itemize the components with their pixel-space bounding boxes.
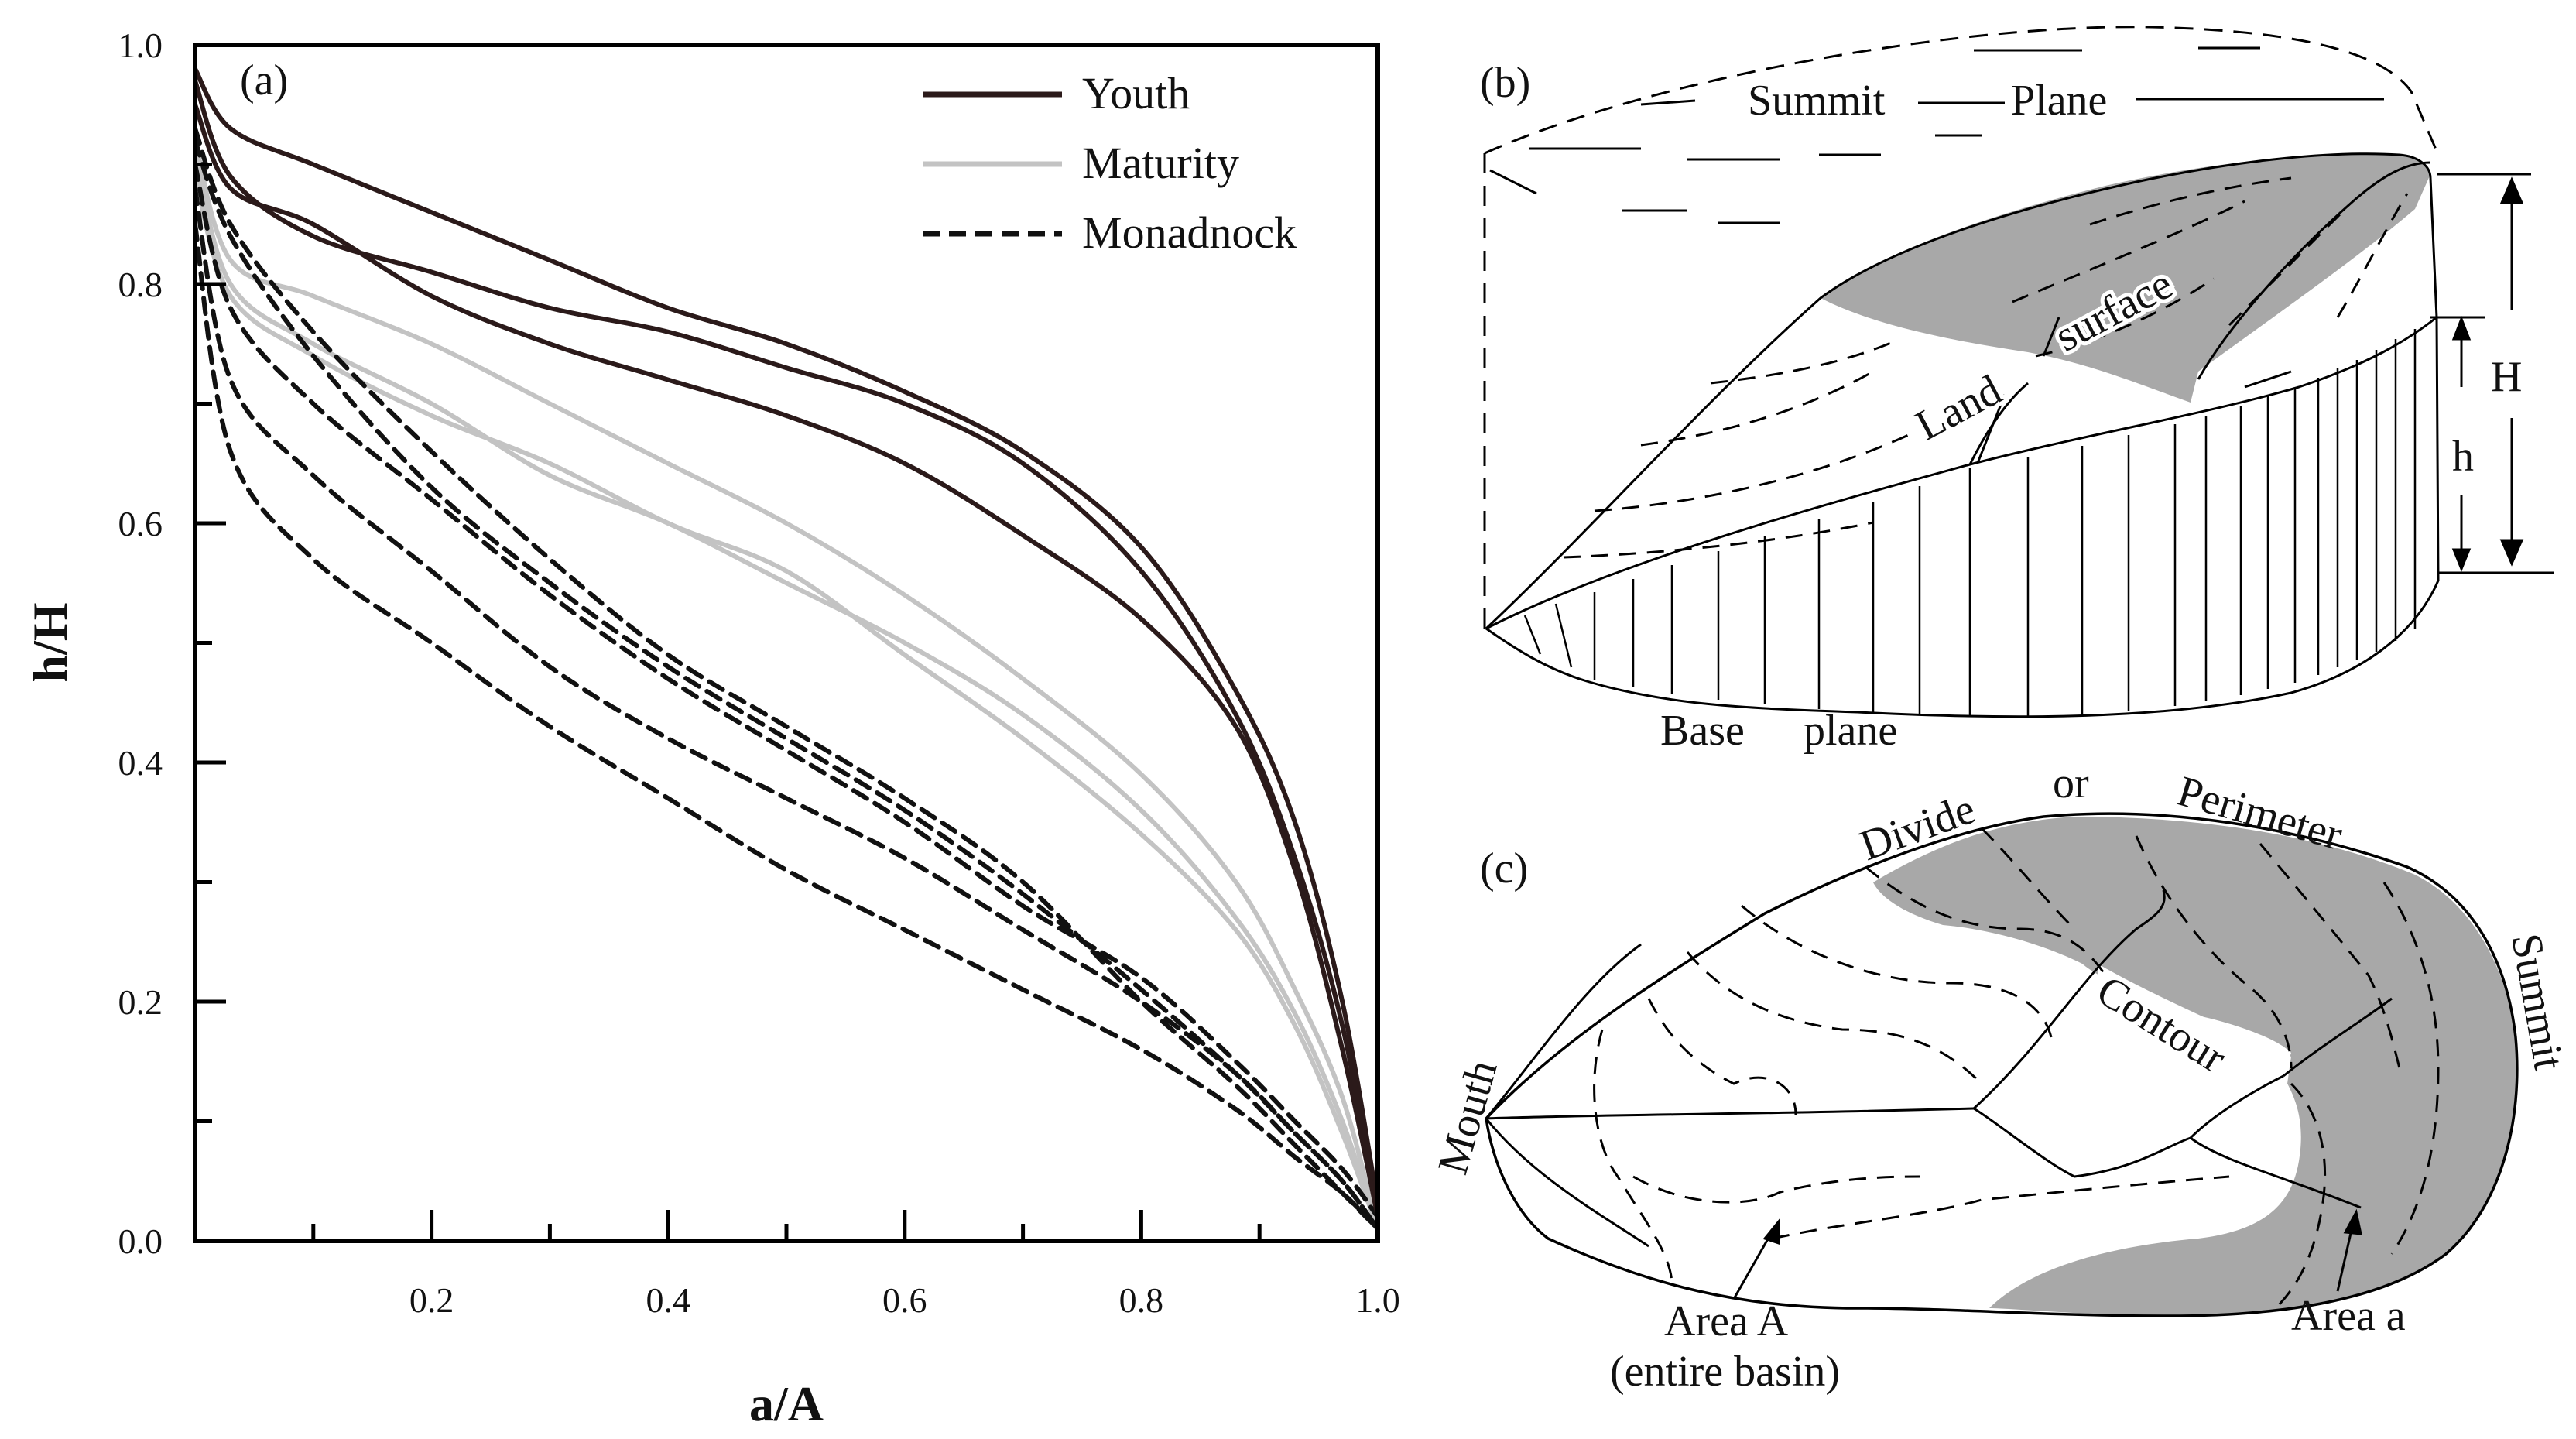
series-line-monadnock-8 [193,162,1380,1220]
base-label: Base [1660,707,1745,755]
front-face-hatching [1523,329,2417,717]
panel-b-label: (b) [1480,59,1530,107]
panel-c-label: (c) [1480,845,1528,893]
series-line-monadnock-7 [193,138,1380,1232]
area-a-label: Area a [2291,1292,2406,1340]
chart-ticks: 0.2 0.4 0.6 0.8 1.0 0.0 0.2 0.4 0.6 0.8 1.0 [118,26,1400,1320]
ridge-line-2 [2197,161,2431,380]
x-axis-label: a/A [749,1376,824,1431]
series-line-youth-0 [193,66,1380,1208]
summit-plane-outline [1484,26,2440,156]
land-surface-shaded [1821,154,2430,403]
land-surface-outline [1485,152,2432,630]
land-leader-1 [1976,394,2006,464]
series-line-monadnock-9 [193,186,1380,1232]
series-line-maturity-5 [193,174,1380,1232]
area-a-arrowhead [2343,1208,2362,1235]
land-leader-2 [2042,317,2060,357]
H-arrowhead-up [2499,176,2524,204]
x-tick-label: 0.6 [882,1280,927,1320]
plan-contours [1593,827,2440,1310]
x-tick-label: 0.8 [1119,1280,1164,1320]
or-label: or [2053,759,2089,807]
y-tick-label: 0.4 [118,743,163,783]
block-contours [1563,176,2409,559]
area-a-arrow [2336,1222,2355,1292]
H-label: H [2491,353,2522,401]
h-arrowhead-down [2451,548,2472,573]
y-tick-label: 1.0 [118,26,163,65]
x-tick-label: 1.0 [1355,1280,1400,1320]
area-A-arrowhead [1762,1218,1780,1245]
hypsometric-chart: 0.2 0.4 0.6 0.8 1.0 0.0 0.2 0.4 0.6 0.8 1.0 (a) Yo… [22,26,1400,1431]
basin-plan-view: (c) [1429,759,2573,1396]
area-A-label: Area A [1664,1297,1789,1345]
plane-label: Plane [2011,77,2107,125]
stream-network [1485,889,2393,1248]
legend: Youth Maturity Monadnock [923,68,1297,258]
H-arrowhead-down [2499,539,2524,567]
x-tick-label: 0.4 [646,1280,690,1320]
y-tick-label: 0.2 [118,982,163,1022]
summit-plane-hatching [1489,46,2260,224]
y-tick-label: 0.0 [118,1221,163,1261]
series-line-youth-2 [193,102,1380,1220]
land-label: Land [1908,366,2009,451]
h-arrowhead-up [2451,315,2472,341]
series-line-maturity-3 [193,138,1380,1232]
area-A-arrow [1732,1230,1774,1300]
chart-series [193,66,1380,1232]
block-right-edge [1485,177,2440,718]
legend-label-youth: Youth [1082,68,1190,118]
x-tick-label: 0.2 [409,1280,454,1320]
y-axis-label: h/H [22,602,77,682]
h-label: h [2452,433,2474,481]
summit-label: Summit [1748,77,1886,125]
legend-label-monadnock: Monadnock [1082,207,1297,258]
y-tick-label: 0.8 [118,265,163,304]
legend-label-maturity: Maturity [1082,138,1239,188]
base-plane-label: plane [1804,707,1897,755]
panel-a-label: (a) [240,57,288,104]
upper-basin-shaded [1873,817,2517,1316]
contour-pocket [2098,964,2291,1138]
ridge-line-3 [2244,370,2292,389]
y-tick-label: 0.6 [118,504,163,543]
series-line-monadnock-10 [193,221,1380,1232]
entire-basin-label: (entire basin) [1610,1348,1840,1396]
basin-block-diagram: (b) [1480,26,2554,755]
series-line-maturity-4 [193,150,1380,1232]
series-line-monadnock-6 [193,126,1380,1232]
